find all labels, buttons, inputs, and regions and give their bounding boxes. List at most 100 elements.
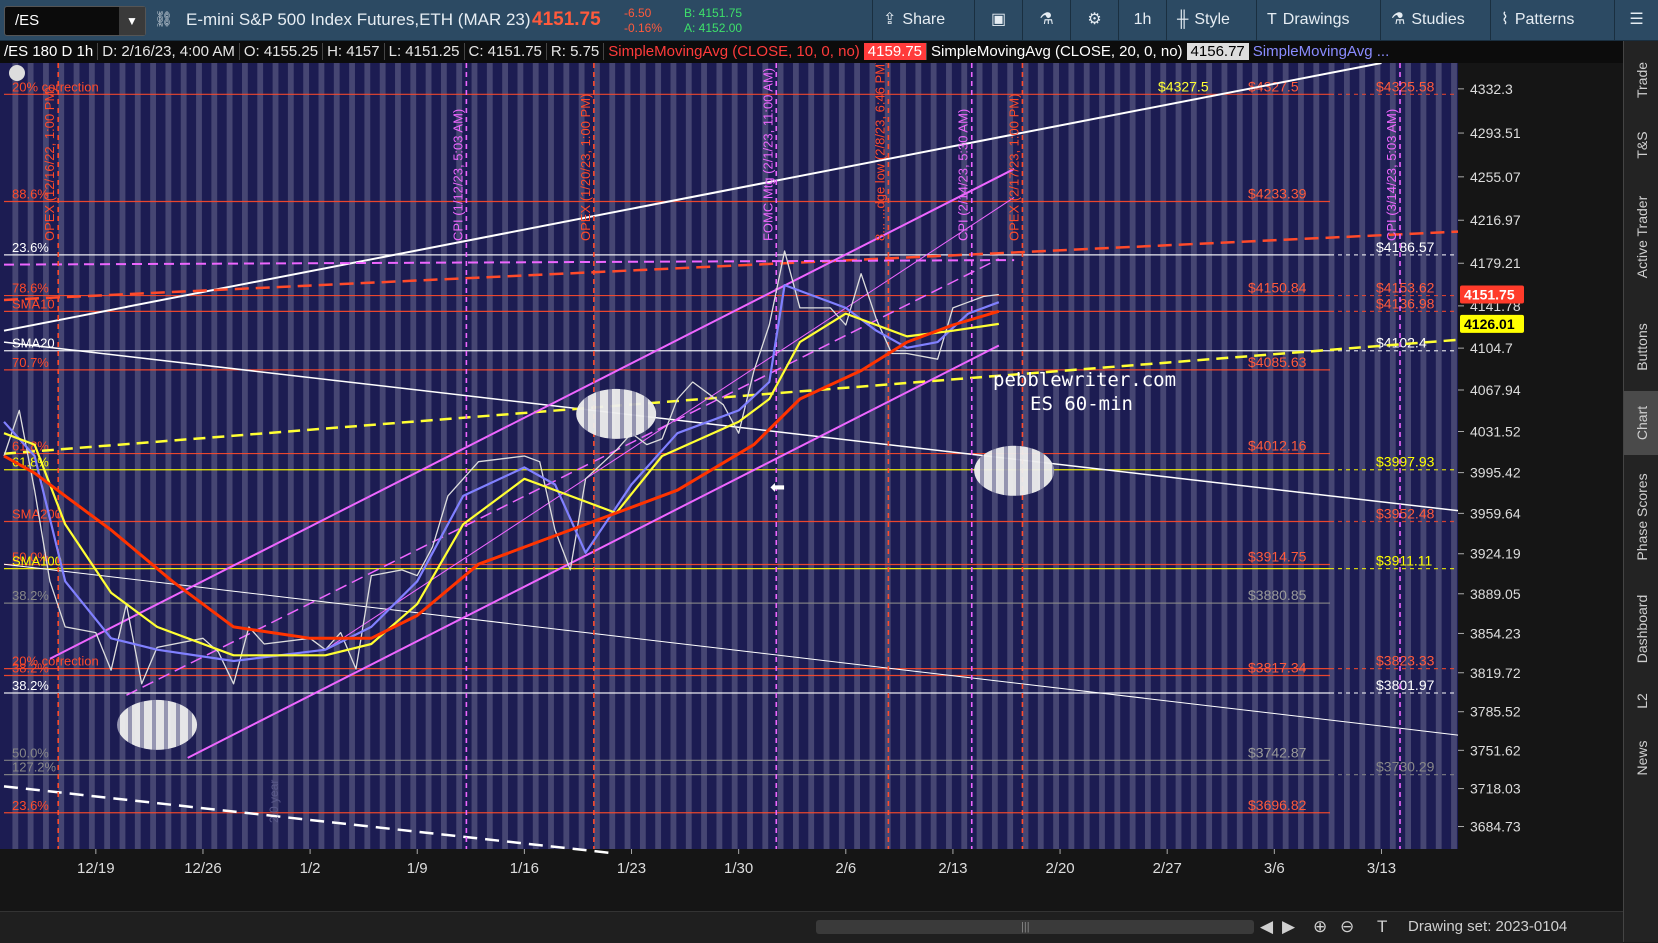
session-stripe <box>563 63 570 849</box>
time-axis-panel <box>0 849 1458 911</box>
studies-icon: ⚗ <box>1391 11 1406 28</box>
y-tick-label: 4104.7 <box>1470 340 1513 356</box>
tab-dashboard-label: Dashboard <box>1633 594 1650 664</box>
patterns-icon: ⌇ <box>1501 11 1509 28</box>
price-chart[interactable]: 20% correction $4327.5 $4327.5 $4325.58 88.6… <box>0 63 1623 911</box>
session-stripe <box>104 63 111 849</box>
drawings-button[interactable]: T Drawings <box>1256 0 1380 40</box>
session-stripe <box>1252 63 1258 849</box>
level-right-label: $3817.34 <box>1248 659 1307 675</box>
y-tick-label: 4216.97 <box>1470 212 1521 228</box>
y-tick-label: 3854.23 <box>1470 625 1521 641</box>
sma10-label[interactable]: SimpleMovingAvg (CLOSE, 10, 0, no) <box>603 43 864 60</box>
tab-news[interactable]: News <box>1624 723 1658 793</box>
price-tag-box <box>1460 314 1524 333</box>
session-stripe <box>915 63 922 849</box>
tab-l2-label: L2 <box>1633 693 1650 709</box>
level-left-label: 20% correction <box>12 654 99 669</box>
scroll-grip-icon[interactable]: ||| <box>1021 921 1030 933</box>
price-tag-box <box>1460 285 1524 304</box>
session-stripe <box>12 63 19 849</box>
menu-button[interactable]: ☰ <box>1614 0 1658 40</box>
level-left-label: 38.2% <box>12 660 49 675</box>
session-stripe <box>594 63 600 849</box>
flask-button[interactable]: ⚗ <box>1022 0 1070 40</box>
level-left-label: 50.0% <box>12 550 49 565</box>
symbol-selector[interactable]: /ES ▼ <box>4 6 146 36</box>
sma20-value: 4156.77 <box>1186 43 1249 60</box>
patterns-button[interactable]: ⌇ Patterns <box>1490 0 1614 40</box>
drawing-tool-icon[interactable]: T <box>1377 917 1388 936</box>
y-tick-label: 3819.72 <box>1470 665 1521 681</box>
session-stripe <box>838 63 845 849</box>
settings-button[interactable]: ⚙ <box>1070 0 1118 40</box>
level-far-label: $3997.93 <box>1376 454 1435 470</box>
tab-buttons[interactable]: Buttons <box>1624 303 1658 391</box>
level-left-label: SMA200 <box>12 507 62 522</box>
tab-time-and-sales[interactable]: T&S <box>1624 119 1658 171</box>
tab-chart[interactable]: Chart <box>1624 391 1658 455</box>
x-tick-label: 3/6 <box>1264 860 1285 877</box>
level-far-label: $4136.98 <box>1376 295 1435 311</box>
studies-label: Studies <box>1411 11 1465 28</box>
session-stripe <box>1328 63 1335 849</box>
session-stripe <box>930 63 937 849</box>
session-stripe <box>609 63 616 849</box>
session-stripe <box>792 63 799 849</box>
sma20-label[interactable]: SimpleMovingAvg (CLOSE, 20, 0, no) <box>926 43 1187 60</box>
tab-trade[interactable]: Trade <box>1624 41 1658 119</box>
y-tick-label: 3684.73 <box>1470 819 1521 835</box>
chevron-down-icon[interactable]: ▼ <box>119 7 145 35</box>
session-stripe <box>1206 63 1213 849</box>
event-label: OPEX (2/17/23, 1:00 PM) <box>1006 94 1021 241</box>
tab-active-trader-label: Active Trader <box>1633 195 1650 279</box>
session-stripe <box>410 63 417 849</box>
time-scrollbar[interactable]: ||| <box>816 920 1254 934</box>
session-stripe <box>1160 63 1167 849</box>
zoom-out-icon[interactable]: ⊖ <box>1340 917 1355 936</box>
scroll-left-icon[interactable]: ◀ <box>1260 917 1274 936</box>
session-stripe <box>624 63 631 849</box>
session-stripe <box>502 63 509 849</box>
session-stripe <box>379 63 386 849</box>
tab-level2[interactable]: L2 <box>1624 679 1658 723</box>
style-button[interactable]: ╫ Style <box>1166 0 1256 40</box>
scroll-right-icon[interactable]: ▶ <box>1282 917 1296 936</box>
session-stripe <box>1236 63 1243 849</box>
x-tick-label: 1/30 <box>724 860 753 877</box>
event-label: OPEX (1/20/23, 1:00 PM) <box>578 94 593 241</box>
event-label: FOMC Mtg (2/1/23, 11:00 AM) <box>760 68 775 241</box>
level-right-label: $3696.82 <box>1248 797 1307 813</box>
zoom-in-icon[interactable]: ⊕ <box>1313 917 1328 936</box>
level-far-label: $3801.97 <box>1376 677 1435 693</box>
session-stripe <box>58 63 65 849</box>
link-icon[interactable]: ⛓ <box>154 11 174 28</box>
chart-canvas[interactable]: 20% correction $4327.5 $4327.5 $4325.5888.6… <box>0 63 1623 911</box>
tab-phase-scores[interactable]: Phase Scores <box>1624 455 1658 579</box>
snapshot-button[interactable]: ▣ <box>974 0 1022 40</box>
tab-active-trader[interactable]: Active Trader <box>1624 171 1658 303</box>
studies-button[interactable]: ⚗ Studies <box>1380 0 1490 40</box>
level-right-label: $4012.16 <box>1248 438 1307 454</box>
info-icon <box>9 65 25 81</box>
level-mid-label: $4327.5 <box>1158 78 1209 94</box>
session-stripe <box>701 63 707 849</box>
x-tick-label: 2/6 <box>835 860 856 877</box>
gear-icon: ⚙ <box>1087 11 1102 28</box>
timeframe-button[interactable]: 1h <box>1118 0 1166 40</box>
session-stripe <box>1405 63 1412 849</box>
drawing-set-label[interactable]: Drawing set: 2023-0104 <box>1408 918 1568 935</box>
sma-more-label[interactable]: SimpleMovingAvg ... <box>1252 43 1390 60</box>
tab-dashboard[interactable]: Dashboard <box>1624 579 1658 679</box>
y-tick-label: 3959.64 <box>1470 505 1521 521</box>
trend-line <box>3 785 617 855</box>
tab-buttons-label: Buttons <box>1633 323 1650 371</box>
session-stripe <box>1374 63 1381 849</box>
share-button[interactable]: ⇪ Share <box>872 0 974 40</box>
x-tick-label: 12/19 <box>77 860 115 877</box>
event-label: CPI (2/14/23, 5:30 AM) <box>956 109 971 241</box>
x-tick-label: 1/23 <box>617 860 646 877</box>
watermark-site: pebblewriter.com <box>993 369 1177 391</box>
session-stripe <box>716 63 723 849</box>
x-tick-label: 12/26 <box>184 860 222 877</box>
